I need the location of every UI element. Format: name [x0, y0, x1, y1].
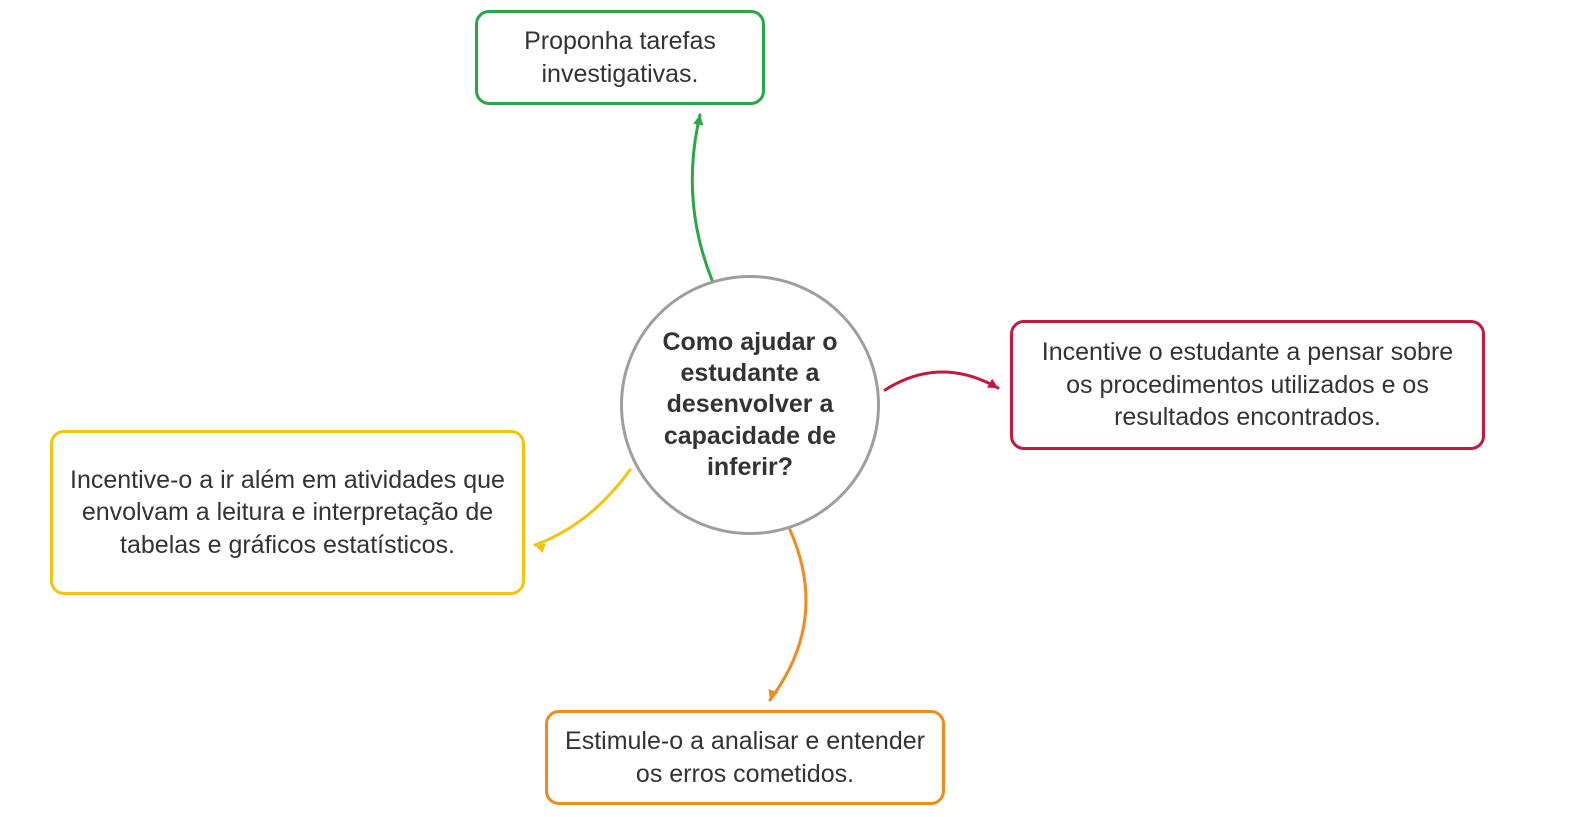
node-left-label: Incentive-o a ir além em atividades que …: [67, 464, 508, 562]
node-right-label: Incentive o estudante a pensar sobre os …: [1027, 336, 1468, 434]
center-node: Como ajudar o estudante a desenvolver a …: [620, 275, 880, 535]
connector-right: [885, 372, 998, 390]
diagram-stage: Como ajudar o estudante a desenvolver a …: [0, 0, 1591, 817]
node-left: Incentive-o a ir além em atividades que …: [50, 430, 525, 595]
center-node-label: Como ajudar o estudante a desenvolver a …: [640, 327, 860, 483]
node-top: Proponha tarefas investigativas.: [475, 10, 765, 105]
connector-left: [535, 470, 630, 553]
node-bottom: Estimule-o a analisar e entender os erro…: [545, 710, 945, 805]
connector-bottom: [768, 530, 806, 700]
node-bottom-label: Estimule-o a analisar e entender os erro…: [562, 725, 928, 790]
node-right: Incentive o estudante a pensar sobre os …: [1010, 320, 1485, 450]
connector-top: [692, 115, 712, 280]
node-top-label: Proponha tarefas investigativas.: [492, 25, 748, 90]
